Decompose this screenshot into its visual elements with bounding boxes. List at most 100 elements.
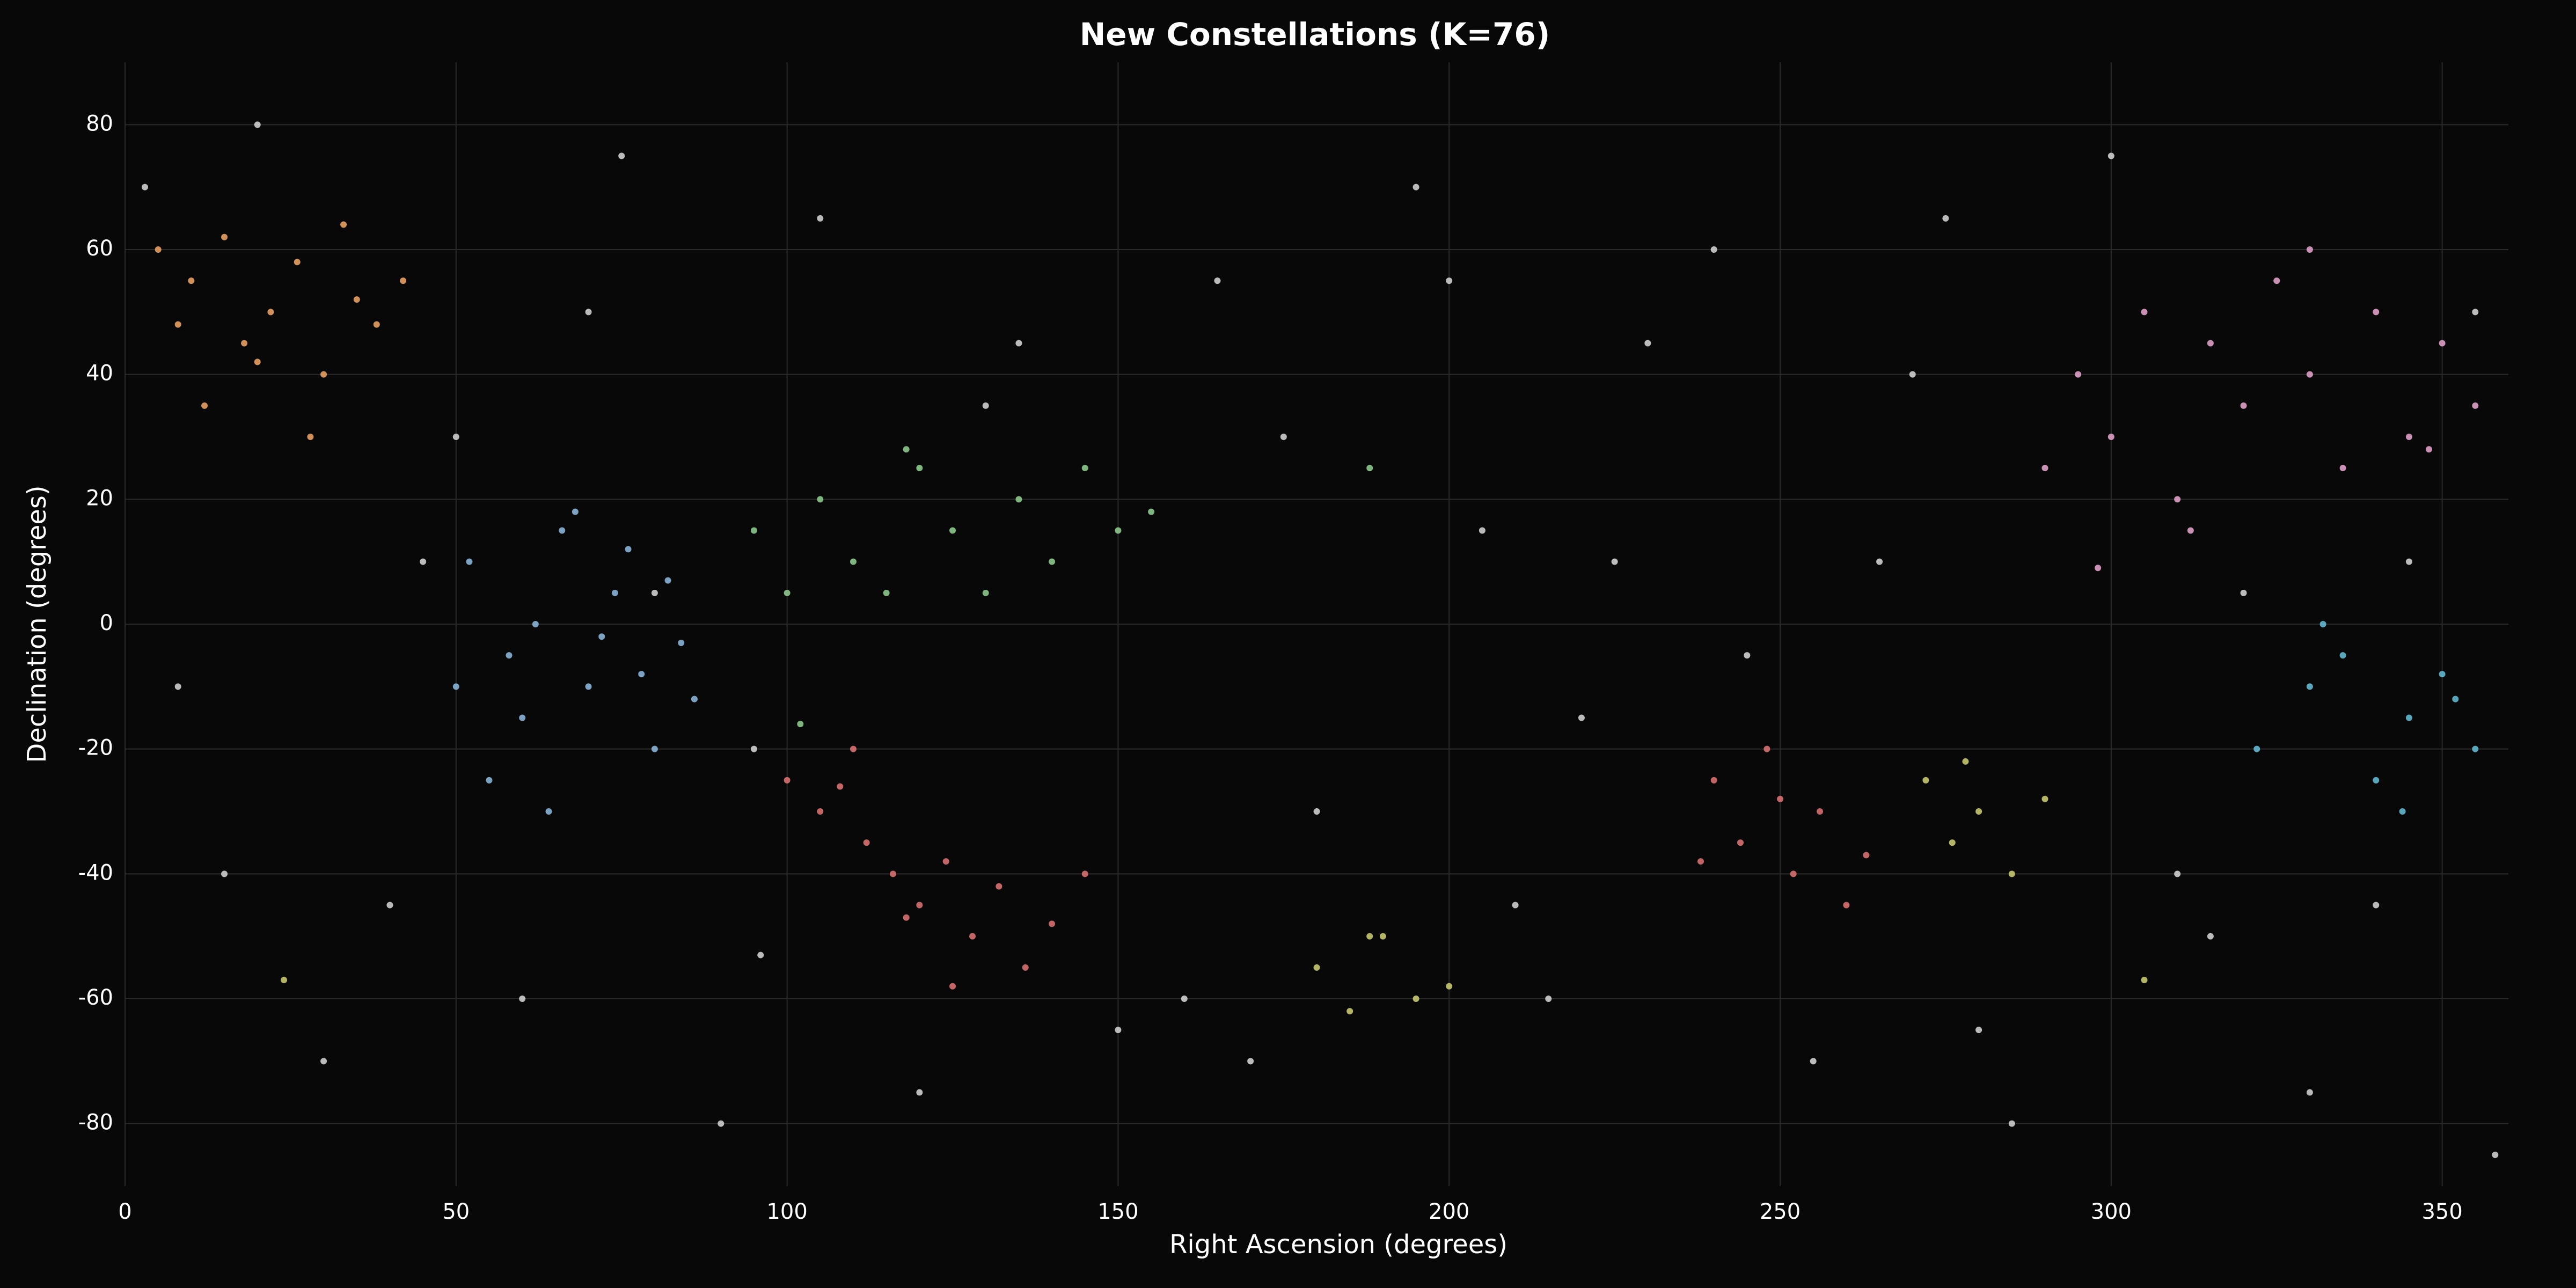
star [1081,465,1088,472]
star [281,977,288,984]
star [155,246,162,253]
star [142,184,149,191]
star [1710,246,1717,253]
star [1942,215,1949,222]
star [949,983,956,990]
star [1777,795,1784,802]
star [1015,496,1022,503]
star [1962,758,1969,765]
star [651,589,658,596]
star [1863,852,1870,859]
star [1975,808,1982,815]
star [1710,777,1717,784]
star [2439,340,2446,347]
x-tick-label: 250 [1760,1199,1801,1224]
star [201,402,208,409]
y-tick-label: 40 [86,361,113,386]
y-tick-label: -60 [78,985,113,1010]
star [784,777,791,784]
star [1081,870,1088,877]
star [174,321,181,328]
star [452,434,459,440]
star [1366,933,1373,940]
star [1975,1027,1982,1034]
star [2472,745,2479,752]
star [2141,977,2148,984]
star [651,745,658,752]
star [2041,795,2048,802]
x-tick-label: 350 [2421,1199,2462,1224]
star [1545,996,1552,1002]
star [1512,902,1519,909]
star [942,858,949,865]
star [903,914,910,921]
star [2240,589,2247,596]
star [1115,527,1122,534]
y-tick-label: -40 [78,860,113,885]
star [1148,508,1155,515]
star [373,321,380,328]
star [2452,696,2459,702]
star [320,371,327,378]
star [254,121,261,128]
star [1611,558,1618,565]
star [1744,652,1751,659]
star [1247,1058,1254,1065]
star [750,527,757,534]
star [221,233,228,240]
star [307,434,314,440]
star [340,221,347,228]
star [2405,434,2412,440]
star [2187,527,2194,534]
star [718,1120,724,1127]
star [1697,858,1704,865]
x-tick-label: 150 [1097,1199,1138,1224]
star [2405,714,2412,721]
x-tick-label: 0 [118,1199,131,1224]
star [267,309,274,316]
star [2174,870,2181,877]
star [817,496,824,503]
star [1280,434,1287,440]
star [2095,565,2102,572]
x-tick-label: 100 [766,1199,807,1224]
star [611,589,618,596]
star [1737,839,1744,846]
star [625,546,632,553]
y-tick-label: 0 [100,611,113,635]
star [2306,683,2313,690]
star [1181,996,1188,1002]
star [2240,402,2247,409]
star [2399,808,2406,815]
star [817,215,824,222]
star [2141,309,2148,316]
y-axis-label: Declination (degrees) [22,485,52,763]
star [1810,1058,1817,1065]
star [784,589,791,596]
star [1644,340,1651,347]
star [532,621,539,627]
star [1479,527,1485,534]
x-tick-label: 200 [1429,1199,1469,1224]
star [2339,652,2346,659]
star [1876,558,1883,565]
star [889,870,896,877]
star [638,671,645,678]
star [420,558,427,565]
star [188,277,195,284]
star [2306,371,2313,378]
y-tick-label: -20 [78,736,113,760]
star [2041,465,2048,472]
star [916,1089,923,1096]
star [817,808,824,815]
star [320,1058,327,1065]
star [1346,1008,1353,1015]
star [1413,996,1419,1002]
star [2492,1151,2499,1158]
star [2008,870,2015,877]
star [2107,434,2114,440]
star [2425,446,2432,453]
